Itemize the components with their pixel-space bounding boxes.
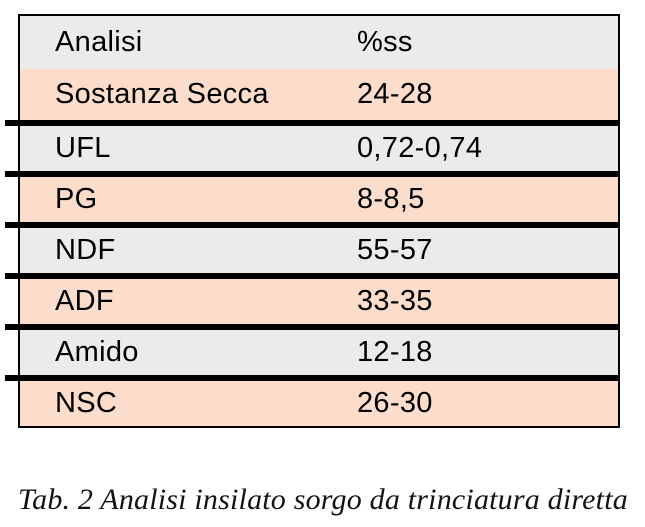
row-label: Sostanza Secca [55, 78, 269, 110]
table-row: NDF 55-57 [5, 222, 618, 273]
row-value: 55-57 [357, 234, 433, 266]
row-value: 24-28 [357, 78, 433, 110]
header-analisi: Analisi [55, 26, 143, 58]
row-label: Amido [55, 336, 139, 368]
row-value: 33-35 [357, 285, 433, 317]
row-label: NSC [55, 387, 118, 419]
row-value: 8-8,5 [357, 183, 425, 215]
analysis-table: Analisi %ss Sostanza Secca 24-28 UFL 0,72-0… [5, 14, 620, 428]
table-row: Sostanza Secca 24-28 [20, 69, 618, 120]
row-value: 0,72-0,74 [357, 132, 483, 164]
table-header-row: Analisi %ss [20, 16, 618, 69]
row-value: 26-30 [357, 387, 433, 419]
table-row: PG 8-8,5 [5, 171, 618, 222]
table-row: ADF 33-35 [5, 273, 618, 324]
row-value: 12-18 [357, 336, 433, 368]
table-row: NSC 26-30 [5, 375, 618, 426]
row-label: UFL [55, 132, 111, 164]
row-label: ADF [55, 285, 114, 317]
row-label: PG [55, 183, 98, 215]
table-row: UFL 0,72-0,74 [5, 120, 618, 171]
row-label: NDF [55, 234, 116, 266]
table-rows: Sostanza Secca 24-28 UFL 0,72-0,74 PG 8-8,5 ND… [5, 69, 618, 426]
header-percent-ss: %ss [357, 26, 413, 58]
table-row: Amido 12-18 [5, 324, 618, 375]
table-caption: Tab. 2 Analisi insilato sorgo da trincia… [18, 483, 628, 516]
